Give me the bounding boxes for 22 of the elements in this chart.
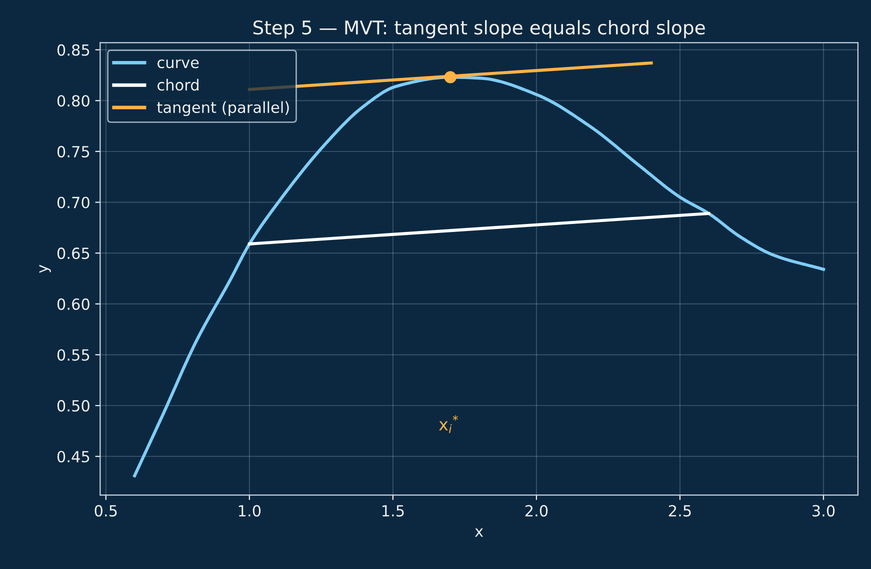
y-tick-label: 0.80	[57, 95, 90, 107]
chart-title: Step 5 — MVT: tangent slope equals chord slope	[253, 20, 705, 38]
x-axis-title: x	[474, 528, 484, 537]
y-tick-label: 0.60	[57, 298, 90, 310]
y-tick-label: 0.75	[57, 146, 90, 158]
legend-label: chord	[158, 78, 198, 91]
x-tick-label: 1.0	[238, 505, 261, 517]
y-tick-label: 0.45	[57, 450, 90, 462]
annotation: x$_{i}$$^{*}$	[439, 415, 458, 434]
x-tick-label: 1.5	[382, 505, 404, 517]
y-tick-label: 0.50	[57, 400, 90, 412]
y-tick-label: 0.85	[57, 44, 90, 56]
y-axis-title: y	[39, 264, 51, 273]
legend-label: tangent (parallel)	[157, 101, 289, 116]
x-tick-label: 3.0	[812, 505, 835, 517]
x-tick-label: 2.0	[525, 505, 548, 517]
x-tick-label: 0.5	[94, 505, 117, 517]
y-tick-label: 0.65	[57, 248, 90, 260]
x-tick-label: 2.5	[668, 505, 691, 517]
y-tick-label: 0.55	[57, 349, 90, 361]
legend-label: curve	[158, 59, 199, 68]
y-tick-label: 0.70	[57, 196, 90, 208]
